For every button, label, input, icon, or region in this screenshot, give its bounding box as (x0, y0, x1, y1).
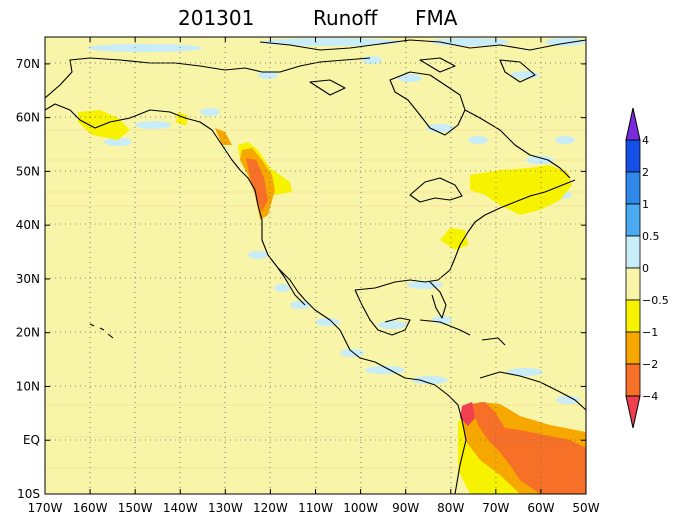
lat-tick-label: 60N (16, 111, 40, 125)
lat-tick-label: 70N (16, 57, 40, 71)
latitude-labels: 10S EQ 10N 20N 30N 40N 50N 60N 70N (16, 57, 40, 501)
colorbar (625, 107, 641, 429)
colorbar-band (625, 299, 641, 333)
lon-tick-label: 140W (163, 501, 198, 515)
title-season: FMA (415, 6, 458, 30)
lon-tick-label: 80W (437, 501, 464, 515)
lon-tick-label: 60W (527, 501, 554, 515)
lon-tick-label: 170W (28, 501, 63, 515)
colorbar-label: 0.5 (642, 230, 660, 243)
colorbar-top-arrow (625, 107, 641, 141)
colorbar-label: −4 (642, 390, 658, 403)
positive-small-patches (87, 38, 585, 404)
lat-tick-label: EQ (23, 433, 40, 447)
colorbar-bottom-arrow (625, 395, 641, 429)
lon-tick-label: 120W (253, 501, 288, 515)
lat-tick-label: 30N (16, 272, 40, 286)
colorbar-label: −2 (642, 358, 658, 371)
lat-tick-label: 10S (17, 487, 40, 501)
lon-tick-label: 160W (73, 501, 108, 515)
title-variable: Runoff (313, 6, 379, 30)
coastlines (45, 39, 586, 494)
lon-tick-label: 70W (482, 501, 509, 515)
colorbar-label: 1 (642, 198, 649, 211)
grid-lines (45, 37, 586, 494)
lat-tick-label: 10N (16, 379, 40, 393)
colorbar-labels: 4 2 1 0.5 0 −0.5 −1 −2 −4 (642, 134, 669, 403)
extreme-negative-patches (460, 402, 475, 426)
colorbar-label: 0 (642, 262, 649, 275)
colorbar-label: 2 (642, 166, 649, 179)
lon-tick-label: 50W (572, 501, 599, 515)
axis-ticks (44, 37, 587, 495)
lon-tick-label: 130W (208, 501, 243, 515)
colorbar-band (625, 331, 641, 365)
lat-tick-label: 20N (16, 326, 40, 340)
colorbar-band (625, 267, 641, 301)
colorbar-label: −0.5 (642, 294, 669, 307)
lon-tick-label: 150W (118, 501, 153, 515)
lat-tick-label: 50N (16, 164, 40, 178)
strong-negative-patches (246, 158, 586, 494)
colorbar-band (625, 171, 641, 205)
colorbar-band (625, 203, 641, 237)
map-area (45, 37, 586, 494)
colorbar-band (625, 363, 641, 397)
lon-tick-label: 110W (298, 501, 333, 515)
lon-tick-label: 90W (392, 501, 419, 515)
lat-tick-label: 40N (16, 218, 40, 232)
colorbar-label: −1 (642, 326, 658, 339)
colorbar-band (625, 235, 641, 269)
colorbar-label: 4 (642, 134, 649, 147)
lon-tick-label: 100W (343, 501, 378, 515)
colorbar-band (625, 139, 641, 173)
longitude-labels: 170W 160W 150W 140W 130W 120W 110W 100W 90W 80W 70… (28, 501, 600, 515)
title-date: 201301 (178, 6, 254, 30)
